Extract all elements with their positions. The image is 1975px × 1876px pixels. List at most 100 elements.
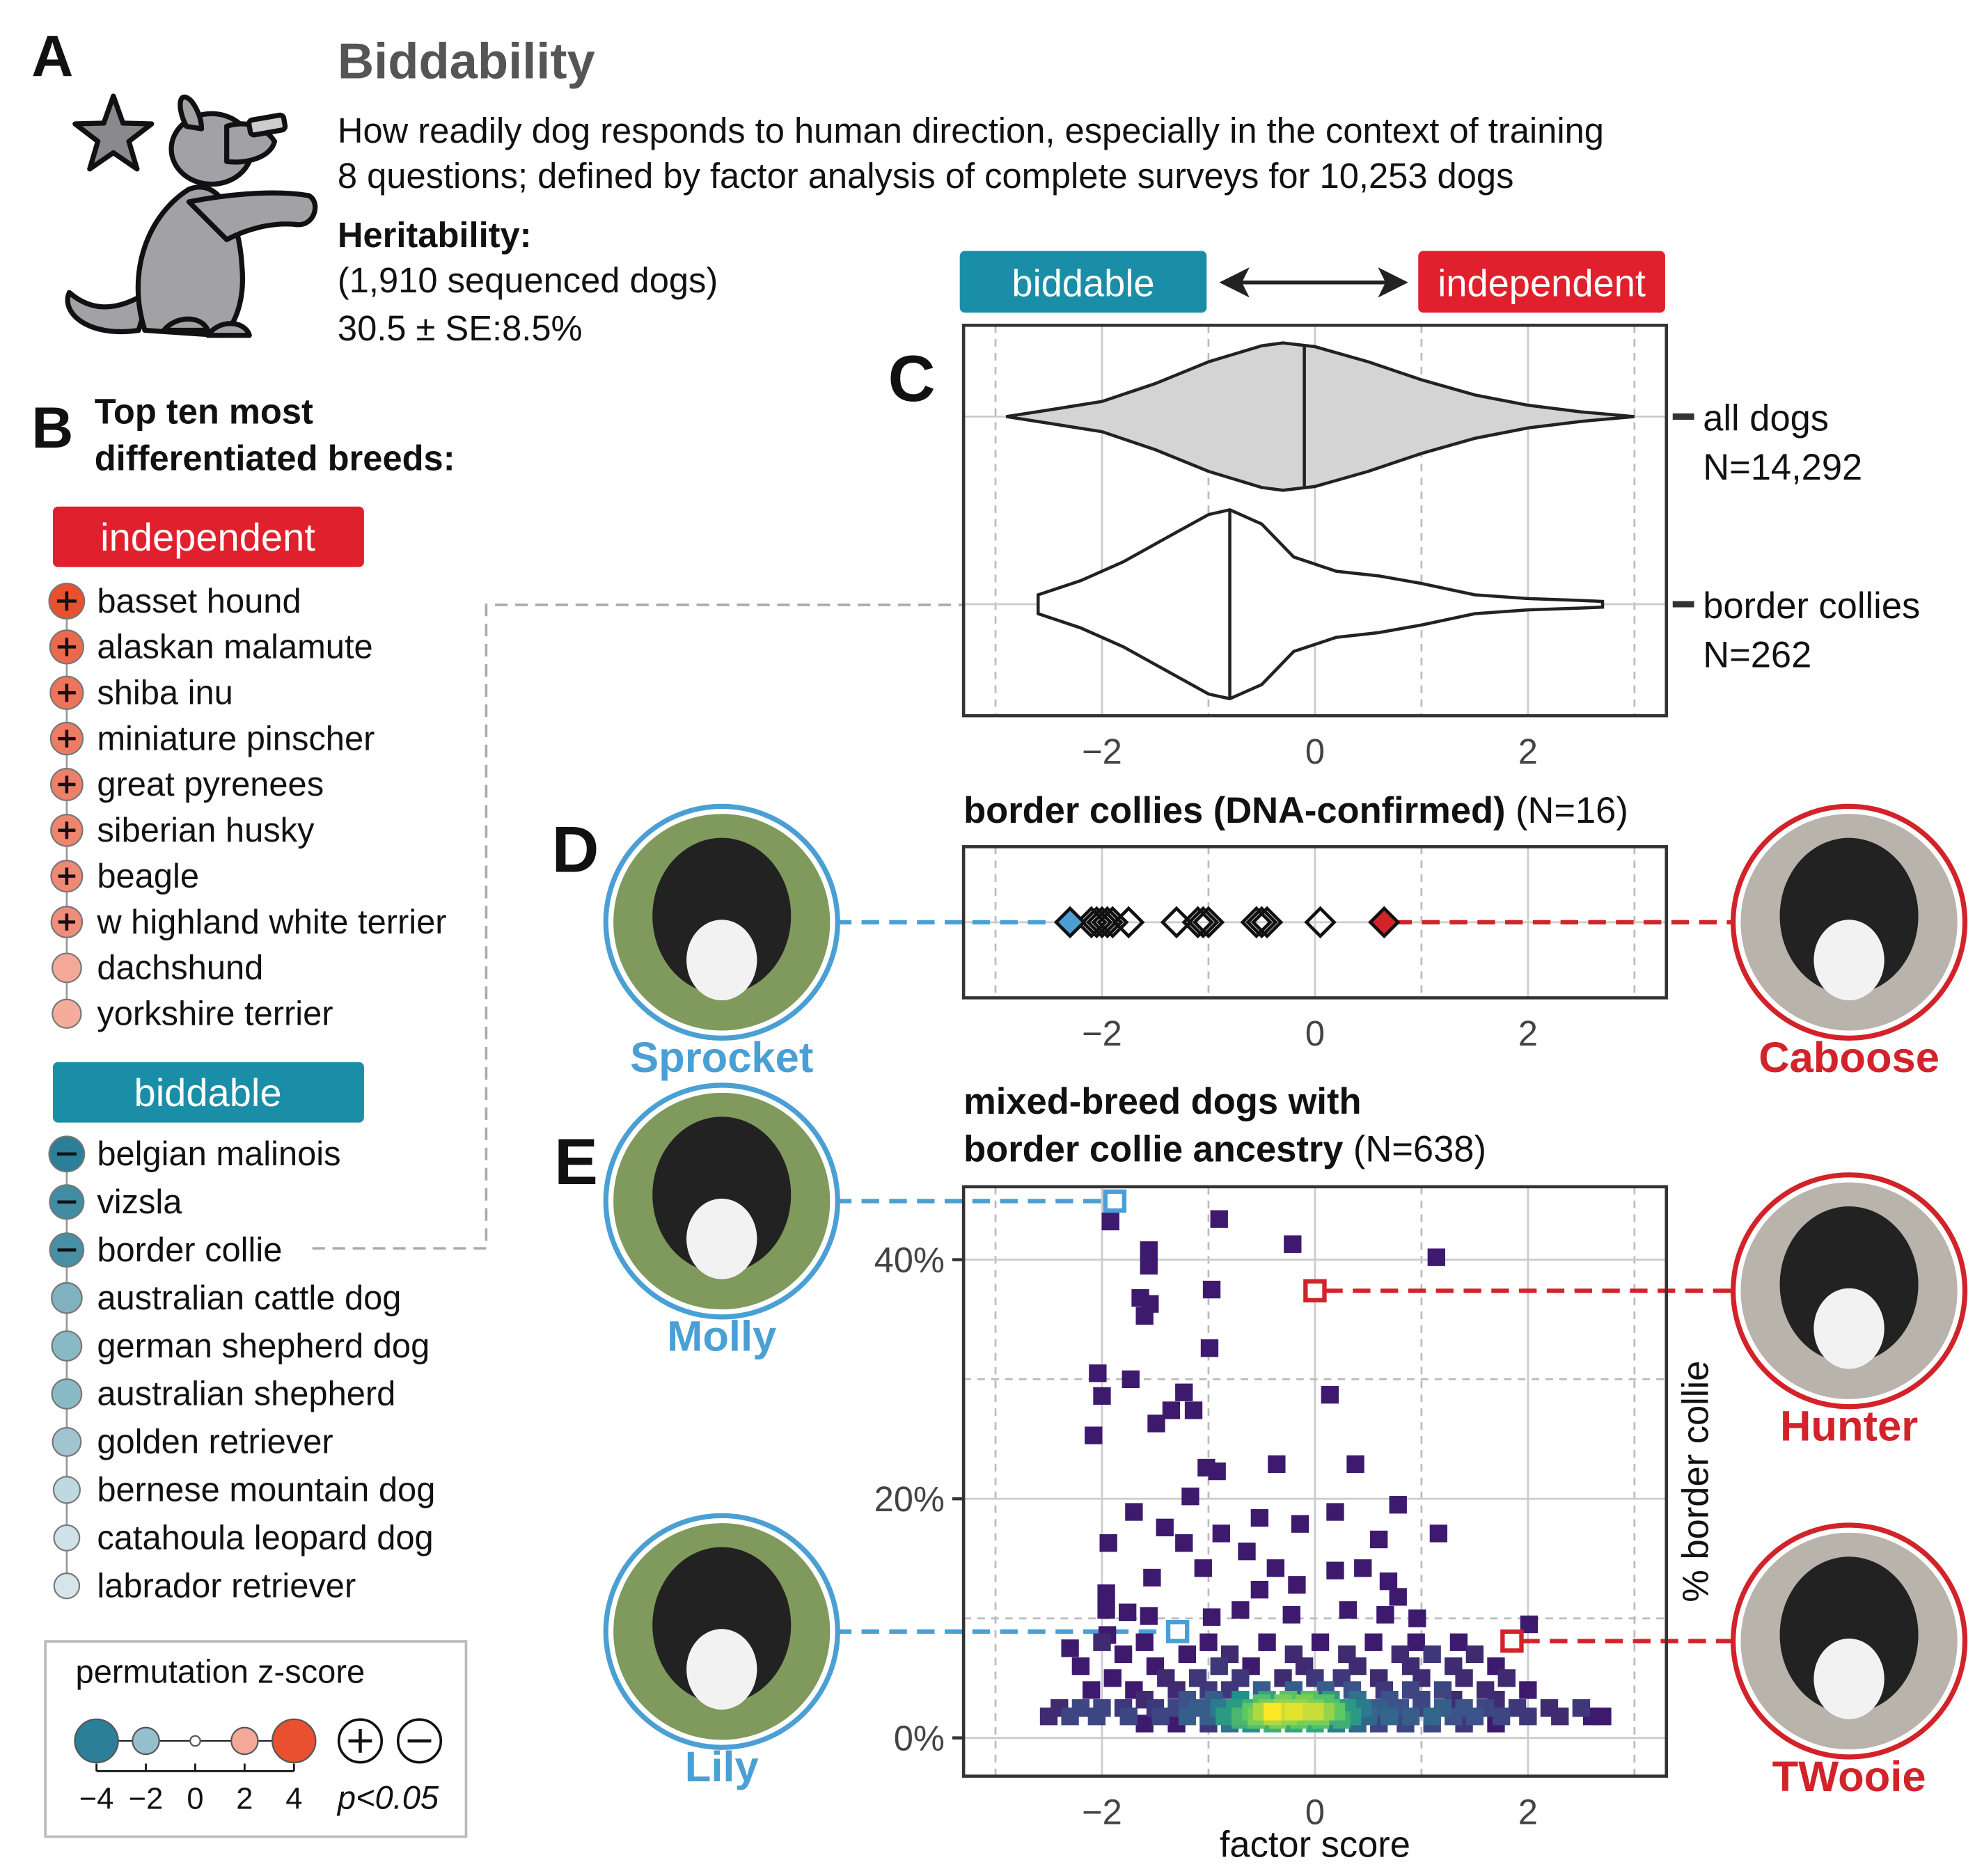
arrow-head bbox=[1378, 267, 1408, 298]
point bbox=[1071, 1657, 1090, 1676]
panel-label: E bbox=[554, 1125, 598, 1198]
panel-label: C bbox=[888, 342, 936, 415]
point bbox=[1103, 1669, 1122, 1687]
point bbox=[1143, 1568, 1161, 1587]
dog-name: TWooie bbox=[1772, 1753, 1926, 1801]
breed-label: golden retriever bbox=[97, 1424, 333, 1461]
point bbox=[1492, 1708, 1511, 1726]
point bbox=[1423, 1708, 1441, 1726]
point bbox=[1178, 1645, 1197, 1664]
point bbox=[1519, 1681, 1537, 1699]
legend-dot bbox=[74, 1718, 119, 1764]
breed-label: siberian husky bbox=[97, 812, 315, 849]
photo-frame bbox=[1730, 1172, 1968, 1410]
chart-title: border collies (DNA-confirmed) (N=16) bbox=[963, 791, 1628, 831]
point bbox=[1238, 1543, 1256, 1561]
point bbox=[1311, 1633, 1330, 1651]
breed-label: australian shepherd bbox=[97, 1376, 395, 1413]
point bbox=[1288, 1576, 1306, 1594]
point bbox=[1264, 1703, 1282, 1721]
breed-label: australian cattle dog bbox=[97, 1279, 401, 1317]
point bbox=[1250, 1508, 1269, 1527]
chart-subtitle: (N=16) bbox=[1516, 791, 1628, 831]
heritability-label: Heritability: bbox=[338, 215, 532, 255]
point bbox=[1433, 1681, 1452, 1699]
point bbox=[1187, 906, 1220, 939]
badge bbox=[1418, 251, 1665, 313]
highlight-point bbox=[1053, 906, 1087, 939]
point bbox=[1551, 1708, 1569, 1726]
z-score-dot bbox=[52, 998, 82, 1029]
row-label: all dogs bbox=[1703, 398, 1829, 439]
breed-label: w highland white terrier bbox=[96, 904, 446, 941]
dog-name: Lily bbox=[685, 1743, 759, 1791]
row-label: border collies bbox=[1703, 586, 1920, 626]
point bbox=[1175, 1383, 1193, 1401]
z-score-dot bbox=[53, 1572, 81, 1600]
x-tick-label: 2 bbox=[1518, 1014, 1538, 1053]
photo-dog bbox=[686, 1198, 757, 1279]
point bbox=[1097, 1601, 1115, 1619]
point bbox=[1354, 1559, 1372, 1577]
legend-dot bbox=[132, 1726, 160, 1756]
photo-frame bbox=[603, 1513, 840, 1750]
point bbox=[1465, 1645, 1484, 1664]
row-n: N=14,292 bbox=[1703, 448, 1862, 488]
point bbox=[1135, 1633, 1154, 1651]
point bbox=[1140, 1241, 1158, 1259]
highlight-point bbox=[1103, 1189, 1127, 1213]
point bbox=[1119, 1603, 1137, 1621]
x-tick-label: −2 bbox=[1082, 1014, 1122, 1053]
dog-name: Caboose bbox=[1758, 1034, 1939, 1082]
point bbox=[1232, 1601, 1250, 1619]
point bbox=[1215, 1708, 1234, 1726]
legend-dot bbox=[272, 1718, 317, 1764]
point bbox=[1212, 1524, 1230, 1543]
chart-title-main: border collie ancestry bbox=[963, 1130, 1343, 1170]
point bbox=[1192, 906, 1225, 939]
breed-label: shiba inu bbox=[97, 675, 233, 712]
photo-dog bbox=[1813, 1288, 1884, 1369]
point bbox=[1160, 906, 1193, 939]
point bbox=[1093, 1633, 1111, 1651]
legend-dot bbox=[189, 1735, 201, 1747]
highlight-point bbox=[1303, 1279, 1327, 1303]
legend-tick-label: 4 bbox=[285, 1783, 302, 1816]
point bbox=[1175, 1534, 1193, 1552]
x-tick-label: −2 bbox=[1082, 1792, 1122, 1831]
point bbox=[1348, 1657, 1367, 1676]
breed-label: alaskan malamute bbox=[97, 629, 372, 666]
point bbox=[1346, 1455, 1364, 1473]
point bbox=[1291, 1515, 1309, 1533]
plot-frame bbox=[961, 845, 1668, 1000]
breed-label: dachshund bbox=[97, 949, 263, 987]
z-score-dot bbox=[51, 1330, 83, 1362]
legend-title: permutation z-score bbox=[76, 1653, 365, 1690]
point bbox=[1083, 1681, 1101, 1699]
point bbox=[1091, 906, 1124, 939]
point bbox=[1093, 1387, 1111, 1405]
point bbox=[1061, 1708, 1079, 1726]
description: 8 questions; defined by factor analysis … bbox=[338, 156, 1514, 196]
z-score-dot bbox=[51, 1378, 83, 1410]
panel-title: Top ten most bbox=[95, 391, 313, 431]
title: Biddability bbox=[338, 33, 595, 90]
badge bbox=[959, 251, 1207, 313]
y-axis-label: % border collie bbox=[1676, 1361, 1716, 1602]
x-tick-label: 0 bbox=[1305, 1792, 1325, 1831]
point bbox=[1408, 1609, 1426, 1627]
point bbox=[1370, 1530, 1388, 1549]
point bbox=[1140, 1607, 1158, 1625]
point bbox=[1245, 906, 1278, 939]
breed-label: german shepherd dog bbox=[97, 1327, 430, 1365]
legend-tick-label: 2 bbox=[236, 1783, 253, 1816]
breed-label: vizsla bbox=[97, 1183, 182, 1221]
point bbox=[1156, 1518, 1174, 1537]
point bbox=[1061, 1639, 1079, 1657]
point bbox=[1268, 1455, 1286, 1473]
breed-label: great pyrenees bbox=[97, 766, 324, 803]
point bbox=[1184, 1401, 1203, 1419]
heritability: (1,910 sequenced dogs) bbox=[338, 260, 718, 300]
point bbox=[1101, 1212, 1119, 1231]
